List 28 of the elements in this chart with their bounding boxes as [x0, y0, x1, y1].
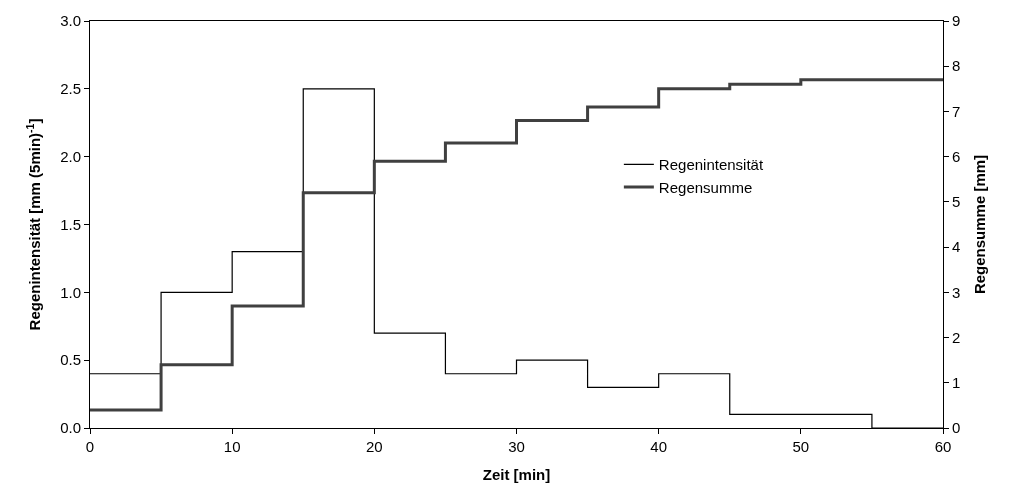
y2-tick-label: 7: [952, 102, 961, 120]
legend-label: Regenintensität: [658, 156, 764, 174]
y2-tick-label: 9: [952, 12, 961, 30]
y2-tick-label: 4: [952, 238, 961, 256]
y-tick-label: 2.0: [60, 147, 81, 165]
y2-axis-title: Regensumme [mm]: [971, 154, 989, 295]
x-tick-label: 0: [85, 438, 95, 455]
y-tick-label: 1.5: [60, 215, 81, 233]
y2-tick-label: 2: [952, 328, 961, 346]
x-tick-label: 60: [934, 438, 952, 455]
x-tick-label: 10: [223, 438, 241, 455]
y2-tick-label: 0: [952, 419, 961, 437]
x-tick-label: 40: [650, 438, 668, 455]
y2-tick-label: 8: [952, 57, 961, 75]
x-tick-label: 50: [792, 438, 810, 455]
y-tick-label: 1.0: [60, 283, 81, 301]
y-tick-label: 2.5: [60, 80, 81, 98]
x-tick-label: 30: [508, 438, 525, 455]
y2-tick-label: 5: [952, 193, 961, 211]
y-tick-label: 0.5: [60, 351, 81, 369]
x-tick-label: 20: [365, 438, 383, 455]
y2-tick-label: 1: [952, 374, 961, 392]
y2-tick-label: 6: [952, 147, 961, 165]
legend-label: Regensumme: [658, 178, 753, 196]
y2-tick-label: 3: [952, 283, 961, 301]
y-tick-label: 0.0: [60, 419, 81, 437]
x-axis-title: Zeit [min]: [482, 466, 551, 483]
y-tick-label: 3.0: [60, 12, 81, 30]
